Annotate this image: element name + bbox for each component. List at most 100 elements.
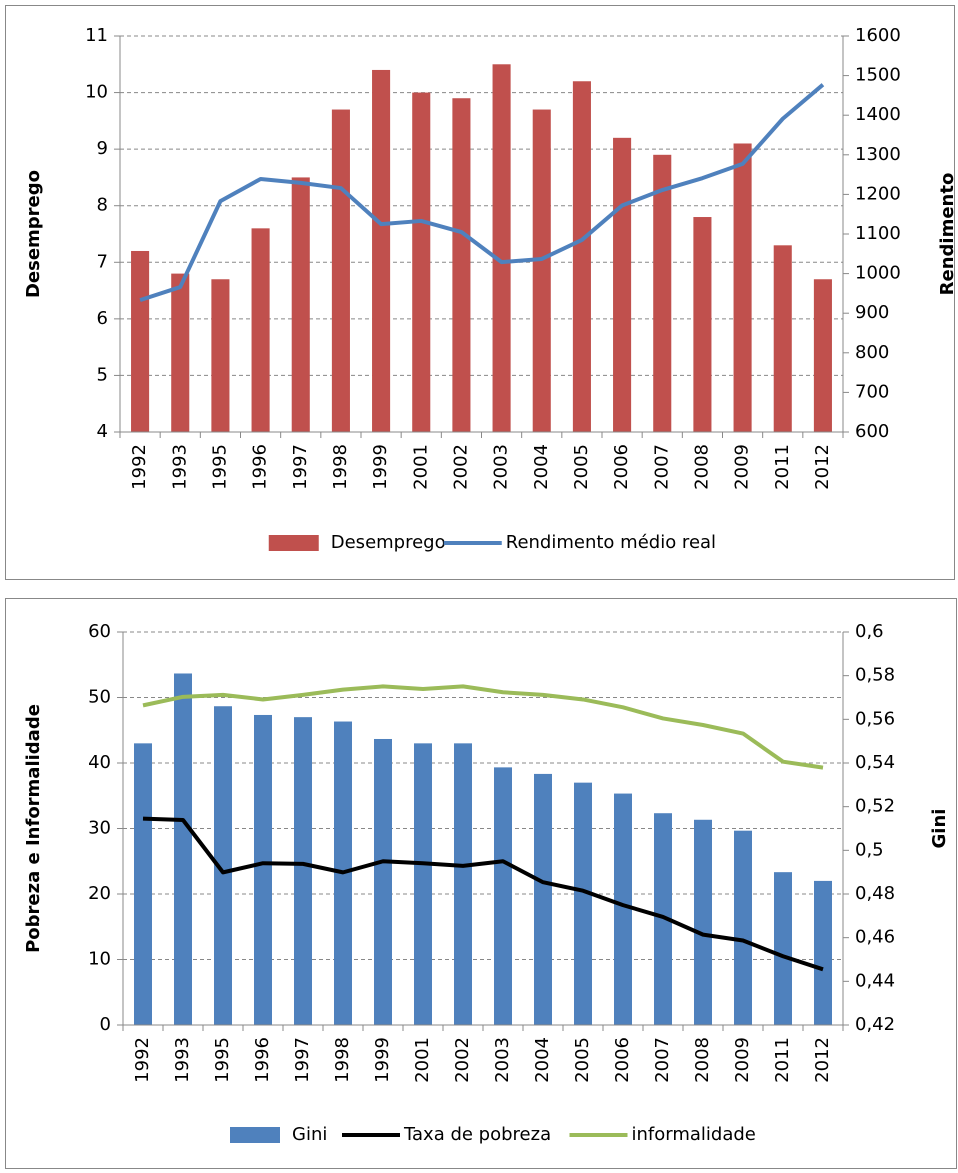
x-tick-label: 2012 — [812, 444, 833, 490]
x-tick-label: 2002 — [450, 444, 471, 490]
y2-tick-label: 600 — [855, 421, 889, 442]
y2-tick-label: 0,46 — [855, 927, 895, 948]
bar — [291, 177, 310, 432]
y-tick-label: 10 — [88, 949, 111, 970]
x-tick-label: 2002 — [452, 1037, 473, 1083]
bar — [733, 143, 752, 432]
legend-label: Rendimento médio real — [506, 532, 716, 553]
bar — [294, 717, 312, 1025]
y-axis-title: Desemprego — [23, 170, 44, 298]
x-tick-label: 2005 — [572, 1037, 593, 1083]
bar — [454, 743, 472, 1025]
x-tick-label: 1999 — [372, 1037, 393, 1083]
y-tick-label: 9 — [97, 138, 108, 159]
x-tick-label: 2011 — [772, 444, 793, 490]
y2-tick-label: 800 — [855, 342, 889, 363]
bar — [214, 706, 232, 1025]
y2-tick-label: 1500 — [855, 65, 901, 86]
y2-tick-label: 0,6 — [855, 621, 884, 642]
x-tick-label: 1995 — [209, 444, 230, 490]
y2-tick-label: 700 — [855, 381, 889, 402]
y-tick-label: 11 — [85, 25, 108, 46]
panel — [5, 598, 957, 1169]
y2-tick-label: 0,5 — [855, 839, 884, 860]
x-tick-label: 2008 — [692, 1037, 713, 1083]
bar — [372, 69, 391, 432]
line — [142, 816, 824, 972]
y-tick-label: 40 — [88, 752, 111, 773]
x-tick-label: 1998 — [330, 444, 351, 490]
y2-tick-label: 0,52 — [855, 796, 895, 817]
y-tick-label: 30 — [88, 818, 111, 839]
bar — [134, 743, 152, 1025]
bar — [694, 819, 712, 1025]
y-tick-label: 20 — [88, 883, 111, 904]
x-tick-label: 2011 — [772, 1037, 793, 1083]
y2-tick-label: 0,56 — [855, 708, 895, 729]
legend-swatch — [230, 1127, 280, 1143]
x-tick-label: 1998 — [332, 1037, 353, 1083]
bar — [494, 767, 512, 1025]
line — [139, 83, 825, 303]
y-tick-label: 7 — [97, 251, 108, 272]
bar — [693, 217, 712, 432]
bar — [653, 154, 672, 433]
y2-tick-label: 1000 — [855, 263, 901, 284]
x-tick-label: 2001 — [410, 444, 431, 490]
bar — [574, 782, 592, 1025]
x-tick-label: 1993 — [169, 444, 190, 490]
x-tick-label: 1992 — [132, 1037, 153, 1083]
y2-axis-title: Gini — [929, 809, 950, 849]
bar — [211, 279, 230, 432]
legend-label: Desemprego — [331, 532, 446, 553]
bar — [414, 743, 432, 1025]
bar — [131, 250, 150, 432]
bar — [773, 245, 792, 432]
y2-tick-label: 0,42 — [855, 1014, 895, 1035]
bar — [614, 793, 632, 1025]
x-tick-label: 1996 — [252, 1037, 273, 1083]
bar — [374, 738, 392, 1025]
y-tick-label: 8 — [97, 195, 108, 216]
x-tick-label: 2012 — [812, 1037, 833, 1083]
x-tick-label: 1996 — [250, 444, 271, 490]
x-tick-label: 2004 — [531, 444, 552, 490]
y-tick-label: 10 — [85, 82, 108, 103]
x-tick-label: 2009 — [732, 444, 753, 490]
y2-axis-title: Rendimento — [937, 173, 958, 296]
x-tick-label: 2003 — [492, 1037, 513, 1083]
bar — [572, 81, 591, 432]
bar — [331, 109, 350, 433]
bar — [814, 880, 832, 1025]
x-tick-label: 2009 — [732, 1037, 753, 1083]
x-tick-label: 2005 — [571, 444, 592, 490]
x-tick-label: 1995 — [212, 1037, 233, 1083]
x-tick-label: 2007 — [651, 444, 672, 490]
x-tick-label: 1997 — [292, 1037, 313, 1083]
y-tick-label: 60 — [88, 621, 111, 642]
x-tick-label: 1999 — [370, 444, 391, 490]
legend-label: Gini — [292, 1124, 327, 1145]
y2-tick-label: 900 — [855, 302, 889, 323]
y-tick-label: 50 — [88, 687, 111, 708]
bar — [734, 830, 752, 1025]
y2-tick-label: 1200 — [855, 183, 901, 204]
bar — [492, 64, 511, 433]
bar — [532, 109, 551, 433]
bar — [412, 92, 431, 433]
y2-tick-label: 0,44 — [855, 970, 895, 991]
bar — [813, 279, 832, 432]
bar — [174, 673, 192, 1025]
x-tick-label: 2006 — [611, 444, 632, 490]
x-tick-label: 2003 — [491, 444, 512, 490]
y2-tick-label: 1300 — [855, 144, 901, 165]
y2-tick-label: 1100 — [855, 223, 901, 244]
y-tick-label: 0 — [100, 1014, 111, 1035]
legend-label: Taxa de pobreza — [403, 1124, 551, 1145]
bar — [774, 872, 792, 1025]
bar — [534, 773, 552, 1025]
y2-tick-label: 0,58 — [855, 665, 895, 686]
x-tick-label: 2008 — [691, 444, 712, 490]
x-tick-label: 2001 — [412, 1037, 433, 1083]
